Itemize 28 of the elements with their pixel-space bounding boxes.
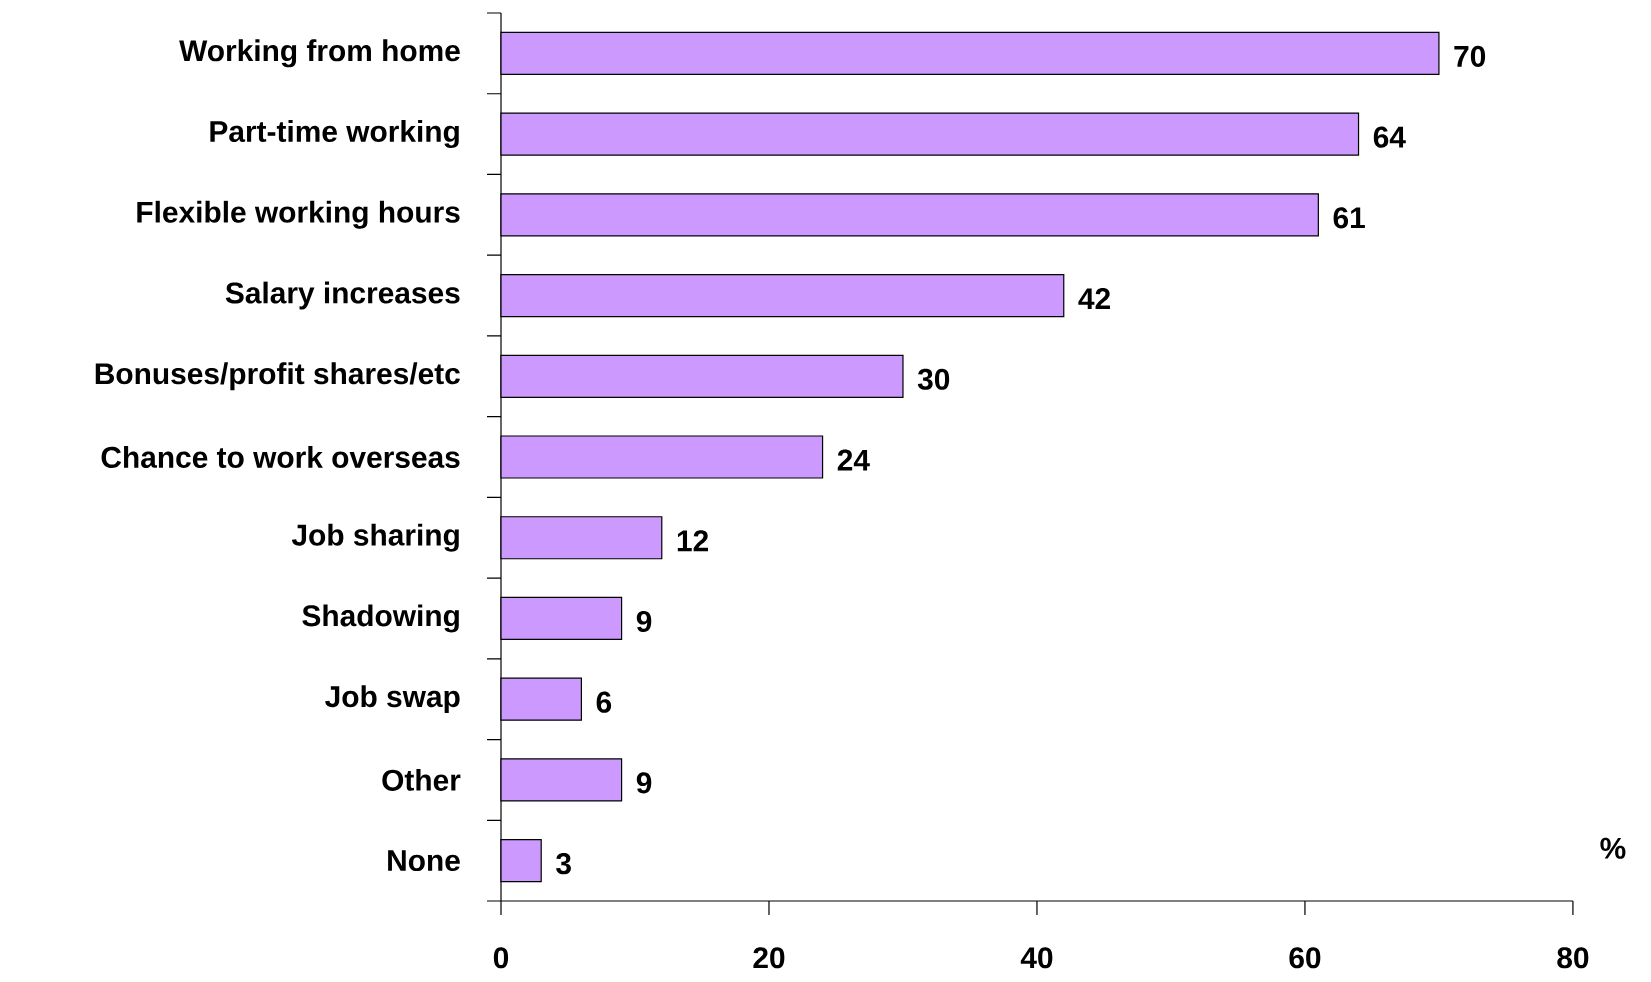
data-label: 9 — [636, 772, 652, 794]
y-tick-label: Shadowing — [302, 604, 459, 633]
x-axis-title: % — [1600, 837, 1626, 859]
x-tick-label: 60 — [1289, 947, 1321, 969]
data-label: 64 — [1373, 126, 1406, 148]
data-label: 42 — [1078, 288, 1110, 309]
data-label: 9 — [636, 610, 652, 633]
y-tick-label: Working from home — [179, 39, 460, 68]
y-tick-label: Part-time working — [210, 120, 459, 149]
data-label: 3 — [556, 853, 571, 875]
y-tick-label: Flexible working hours — [137, 200, 460, 229]
x-tick-label: 0 — [493, 947, 509, 969]
data-label: 24 — [837, 449, 870, 471]
y-tick-label: Other — [382, 768, 461, 791]
data-label: 6 — [596, 691, 612, 713]
y-tick-label: Job swap — [325, 685, 460, 714]
y-tick-label: None — [388, 850, 460, 872]
data-label: 70 — [1454, 45, 1486, 67]
data-label: 12 — [677, 530, 708, 552]
data-label: 30 — [917, 368, 950, 390]
y-tick-label: Bonuses/profit shares/etc — [95, 362, 460, 391]
y-tick-label: Job sharing — [291, 523, 459, 552]
y-tick-label: Chance to work overseas — [101, 446, 460, 468]
x-tick-label: 80 — [1557, 947, 1589, 969]
x-tick-label: 40 — [1020, 947, 1053, 969]
data-label: 61 — [1333, 207, 1365, 229]
y-tick-label: Salary increases — [225, 281, 460, 310]
x-tick-label: 20 — [753, 947, 785, 969]
